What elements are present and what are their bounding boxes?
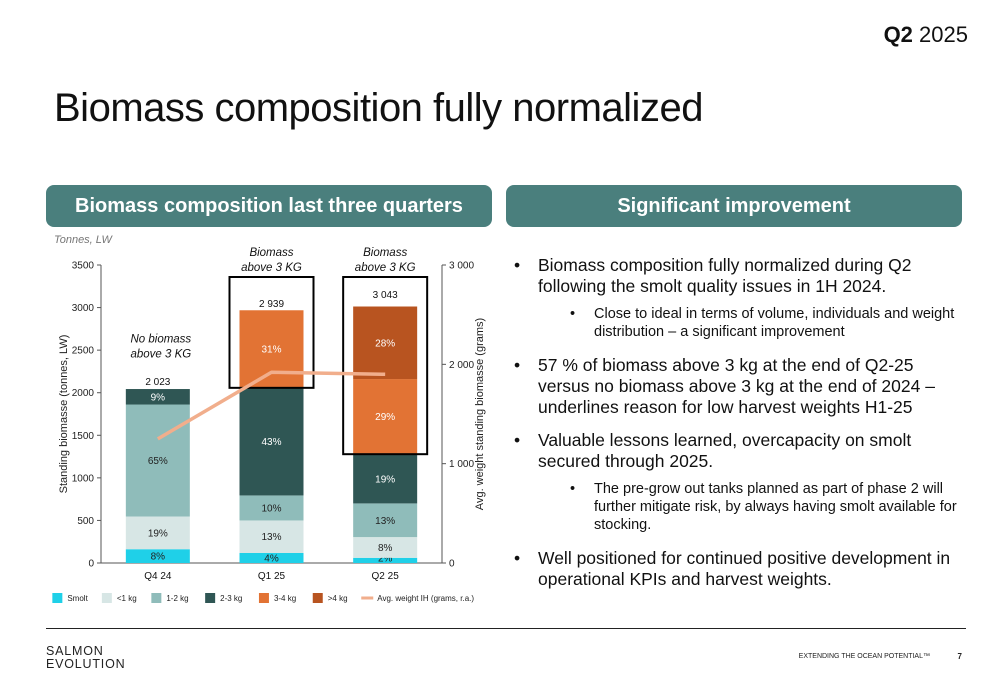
x-tick-label: Q4 24	[144, 571, 172, 582]
bar-segment	[353, 379, 418, 455]
y-tick-label: 2500	[72, 346, 95, 357]
segment-label: 19%	[148, 528, 168, 539]
legend-swatch	[258, 593, 269, 603]
segment-label: 28%	[375, 338, 395, 349]
right-panel-heading: Significant improvement	[506, 185, 962, 227]
annotation-line: above 3 KG	[355, 262, 416, 274]
segment-label: 13%	[261, 532, 281, 543]
left-panel-heading: Biomass composition last three quarters	[46, 185, 492, 227]
bar-segment	[239, 552, 304, 563]
total-label: 2 023	[145, 377, 170, 388]
legend-swatch	[312, 593, 323, 603]
total-label: 2 939	[259, 299, 284, 310]
annotation-line: above 3 KG	[241, 262, 302, 274]
segment-label: 9%	[151, 392, 166, 403]
bar-segment	[125, 404, 190, 517]
bar-segment	[353, 537, 418, 558]
bullet-item: Biomass composition fully normalized dur…	[512, 255, 962, 297]
segment-label: 13%	[375, 516, 395, 527]
segment-label: 8%	[151, 552, 166, 563]
page-title: Biomass composition fully normalized	[54, 86, 703, 130]
legend-swatch	[151, 593, 162, 603]
x-tick-label: Q1 25	[258, 571, 286, 582]
bar-segment	[125, 389, 190, 405]
quarter-label: Q2 2025	[883, 22, 968, 47]
segment-label: 8%	[378, 543, 393, 554]
y-tick-label: 2000	[72, 388, 95, 399]
bar-segment	[239, 520, 304, 553]
segment-label: 10%	[261, 503, 281, 514]
y-tick-label: 1000	[72, 473, 95, 484]
company-logo: SALMON EVOLUTION	[46, 644, 126, 671]
annotation-line: No biomass	[130, 333, 191, 345]
legend-swatch	[52, 593, 63, 603]
sub-bullet-item: The pre-grow out tanks planned as part o…	[512, 480, 962, 534]
segment-label: 29%	[375, 412, 395, 423]
legend-label: 1-2 kg	[166, 594, 188, 603]
legend-swatch	[205, 593, 216, 603]
y2-tick-label: 1 000	[449, 459, 474, 470]
legend-label: 2-3 kg	[220, 594, 242, 603]
bullet-item: 57 % of biomass above 3 kg at the end of…	[512, 355, 962, 418]
y-tick-label: 3500	[72, 261, 95, 272]
bullet-item: Valuable lessons learned, overcapacity o…	[512, 430, 962, 472]
y2-tick-label: 3 000	[449, 261, 474, 272]
legend-swatch	[101, 593, 112, 603]
chart-units: Tonnes, LW	[54, 234, 112, 246]
y-tick-label: 500	[77, 516, 94, 527]
biomass-chart: 0 500 1000 1500 2000 2500 3000 3500 0 1 000 2 000 3…	[52, 247, 486, 603]
annotation-line: above 3 KG	[130, 348, 191, 360]
segment-label: 2%	[378, 554, 393, 565]
y2-axis-title: Avg. weight standing biomasse (grams)	[474, 318, 486, 510]
segment-label: 19%	[375, 474, 395, 485]
bar-segment	[239, 495, 304, 521]
segment-label: 4%	[264, 554, 279, 565]
total-label: 3 043	[373, 290, 398, 301]
y2-tick-label: 0	[449, 559, 455, 570]
segment-label: 31%	[261, 345, 281, 356]
annotation-line: Biomass	[249, 247, 293, 259]
footer-tagline: EXTENDING THE OCEAN POTENTIAL™	[798, 653, 930, 660]
y-axis-title: Standing biomasse (tonnes, LW)	[58, 335, 70, 494]
bar-segment	[353, 306, 418, 380]
legend-label: Avg. weight IH (grams, r.a.)	[377, 594, 474, 603]
bar-segment	[125, 516, 190, 550]
bar-segment	[239, 387, 304, 496]
bullet-list: Biomass composition fully normalized dur…	[512, 255, 962, 602]
annotation-line: Biomass	[363, 247, 407, 259]
footer-divider	[46, 628, 966, 629]
above-3kg-highlight-box	[342, 276, 429, 456]
legend-label: Smolt	[67, 594, 88, 603]
bar-segment	[353, 454, 418, 504]
bar-segment	[125, 549, 190, 563]
y-tick-label: 3000	[72, 303, 95, 314]
bar-segment	[353, 557, 418, 563]
y-tick-label: 1500	[72, 431, 95, 442]
legend-label: >4 kg	[328, 594, 348, 603]
bar-segment	[239, 310, 304, 388]
legend-label: 3-4 kg	[274, 594, 296, 603]
above-3kg-highlight-box	[228, 276, 315, 389]
x-tick-label: Q2 25	[372, 571, 400, 582]
page-number: 7	[957, 652, 962, 661]
bar-segment	[353, 503, 418, 538]
legend-label: <1 kg	[117, 594, 137, 603]
avg-weight-line	[156, 370, 386, 441]
segment-label: 65%	[148, 456, 168, 467]
segment-label: 43%	[261, 437, 281, 448]
sub-bullet-item: Close to ideal in terms of volume, indiv…	[512, 305, 962, 341]
bullet-item: Well positioned for continued positive d…	[512, 548, 962, 590]
y2-tick-label: 2 000	[449, 360, 474, 371]
y-tick-label: 0	[88, 559, 94, 570]
